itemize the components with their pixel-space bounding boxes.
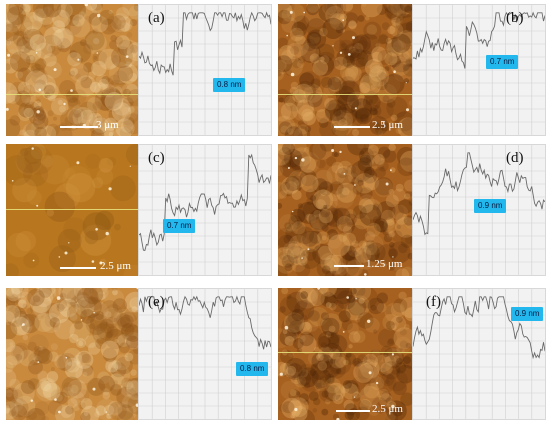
height-label-e: 0.8 nm <box>236 362 269 376</box>
afm-image-a <box>6 4 138 136</box>
afm-image-e <box>6 288 138 420</box>
height-profile-a <box>138 4 272 136</box>
scale-bar-c <box>60 267 96 269</box>
scale-label-a: 3 μm <box>96 119 119 131</box>
height-profile-c <box>138 144 272 276</box>
scale-bar-f <box>336 410 370 412</box>
height-label-d: 0.9 nm <box>474 199 507 213</box>
afm-image-b <box>278 4 412 136</box>
height-label-a: 0.8 nm <box>213 78 246 92</box>
scale-label-c: 2.5 μm <box>100 260 131 272</box>
panel-letter-b: (b) <box>506 10 524 26</box>
height-label-c: 0.7 nm <box>163 219 196 233</box>
afm-image-c <box>6 144 138 276</box>
scale-bar-b <box>334 126 370 128</box>
panel-letter-f: (f) <box>426 294 441 310</box>
scan-line-c <box>6 209 138 210</box>
scan-line-f <box>278 352 412 353</box>
panel-letter-a: (a) <box>148 10 165 26</box>
afm-image-d <box>278 144 412 276</box>
scale-label-b: 2.5 μm <box>372 119 403 131</box>
panel-letter-c: (c) <box>148 150 165 166</box>
scale-bar-a <box>60 126 98 128</box>
panel-letter-d: (d) <box>506 150 524 166</box>
height-label-b: 0.7 nm <box>486 55 519 69</box>
afm-image-f <box>278 288 412 420</box>
scale-label-f: 2.5 μm <box>372 403 403 415</box>
height-label-f: 0.9 nm <box>511 307 544 321</box>
scan-line-a <box>6 94 138 95</box>
height-profile-b <box>412 4 546 136</box>
scan-line-b <box>278 94 412 95</box>
panel-letter-e: (e) <box>148 294 165 310</box>
height-profile-e <box>138 288 272 420</box>
scale-bar-d <box>334 265 364 267</box>
scale-label-d: 1.25 μm <box>366 258 403 270</box>
